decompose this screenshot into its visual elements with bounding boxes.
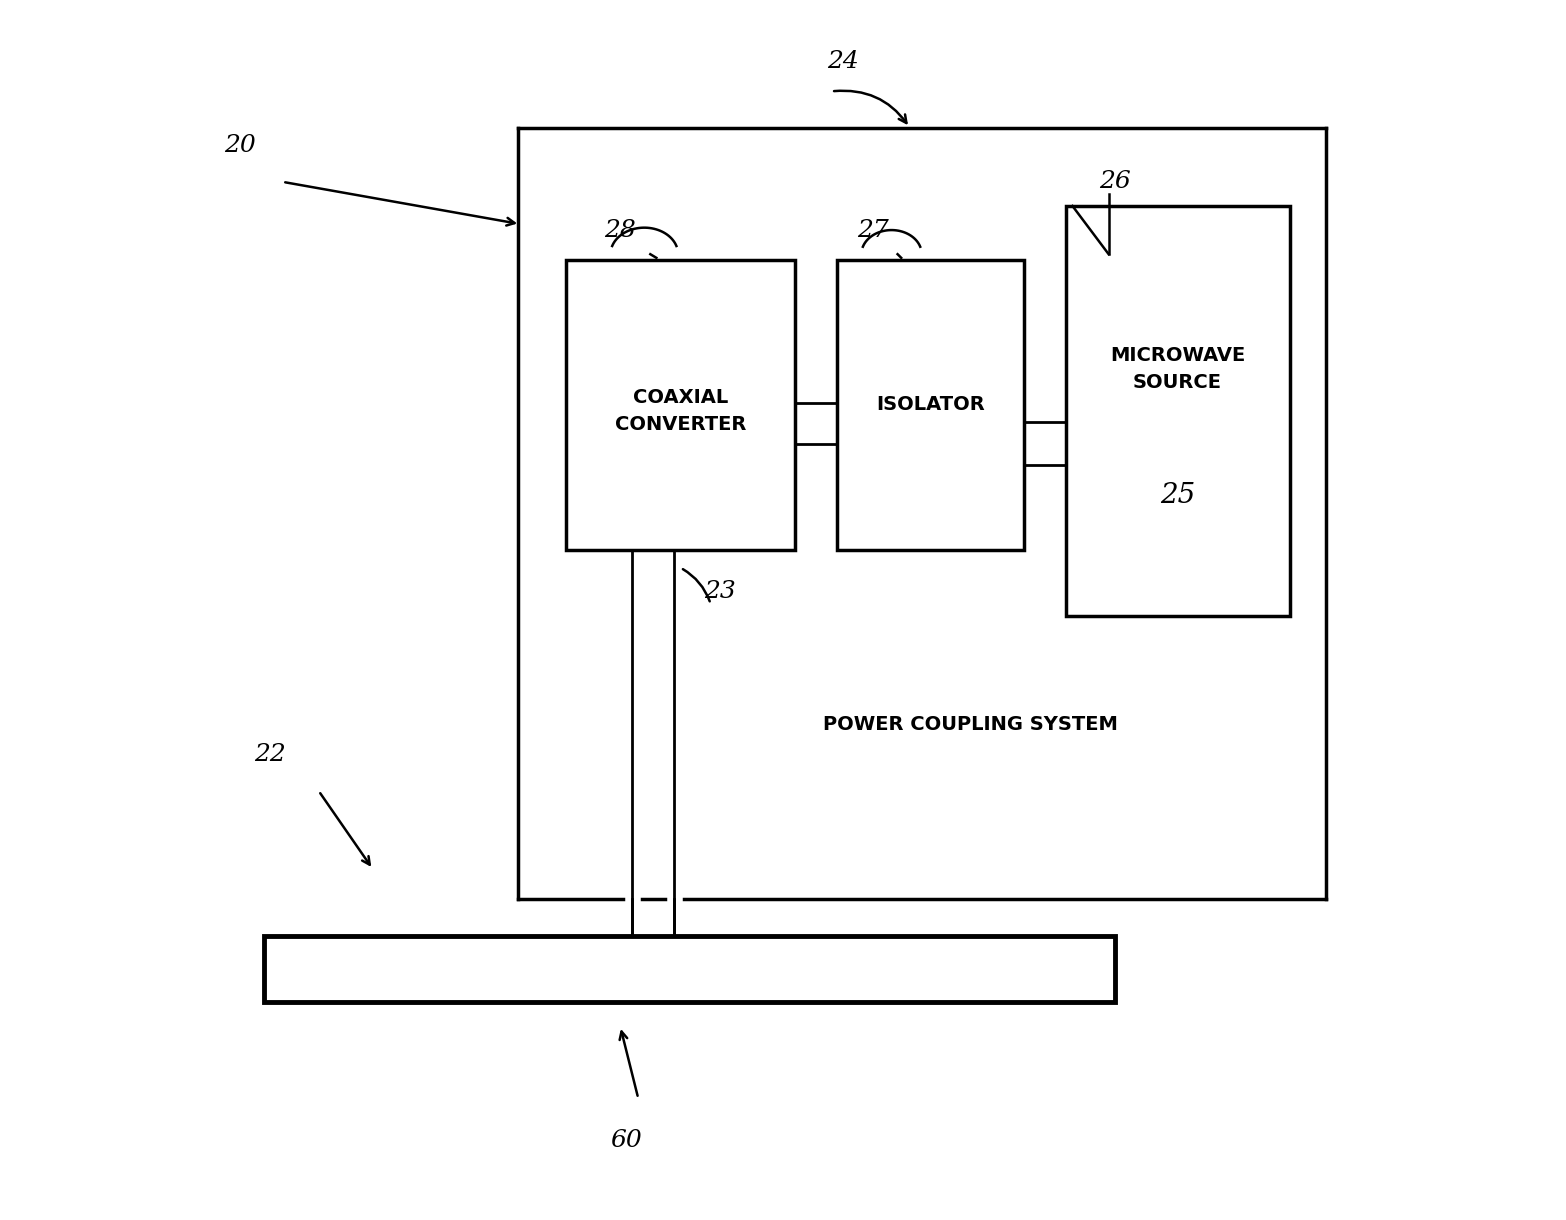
Text: POWER COUPLING SYSTEM: POWER COUPLING SYSTEM [822,715,1118,734]
Text: COAXIAL
CONVERTER: COAXIAL CONVERTER [615,388,745,434]
Bar [838,260,1024,550]
Text: 27: 27 [858,218,889,242]
Text: ISOLATOR: ISOLATOR [875,395,985,415]
Text: 25: 25 [1160,482,1195,509]
Text: 26: 26 [1099,171,1131,193]
Bar [1066,206,1289,616]
Text: 60: 60 [611,1130,642,1152]
Bar [265,936,1115,1002]
Text: 23: 23 [705,581,736,604]
Text: 22: 22 [255,743,287,766]
Bar [565,260,796,550]
Text: 20: 20 [224,134,257,157]
Text: 28: 28 [604,218,636,242]
Text: 24: 24 [827,50,860,73]
Text: MICROWAVE
SOURCE: MICROWAVE SOURCE [1110,346,1245,392]
